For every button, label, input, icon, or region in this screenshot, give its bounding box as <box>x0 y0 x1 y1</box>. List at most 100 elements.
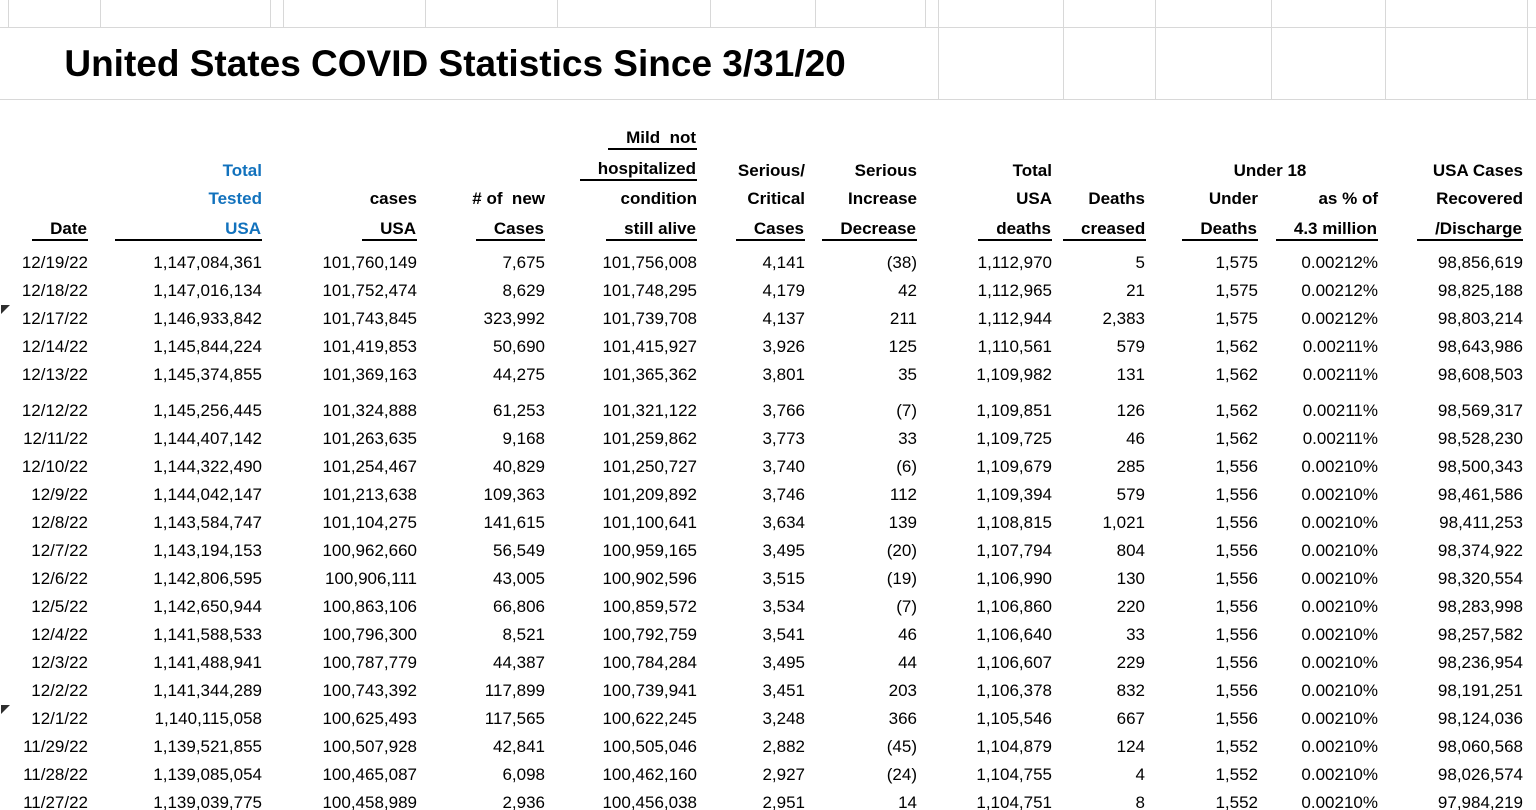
cell-serious-change[interactable]: 139 <box>888 512 917 532</box>
cell-tested[interactable]: 1,145,256,445 <box>153 400 262 420</box>
cell-deaths-change[interactable]: 131 <box>1116 364 1145 384</box>
cell-under18-pct[interactable]: 0.00210% <box>1301 456 1378 476</box>
cell-serious[interactable]: 2,927 <box>762 764 805 784</box>
header-serious-change-2[interactable]: Increase <box>848 188 917 208</box>
cell-tested[interactable]: 1,140,115,058 <box>154 708 262 728</box>
cell-cases[interactable]: 101,752,474 <box>322 280 417 300</box>
cell-tested[interactable]: 1,144,042,147 <box>153 484 262 504</box>
cell-mild[interactable]: 101,259,862 <box>602 428 697 448</box>
cell-serious-change[interactable]: 42 <box>898 280 917 300</box>
cell-cases[interactable]: 100,962,660 <box>322 540 417 560</box>
cell-deaths-change[interactable]: 804 <box>1116 540 1145 560</box>
cell-deaths[interactable]: 1,106,990 <box>976 568 1052 588</box>
cell-tested[interactable]: 1,144,322,490 <box>153 456 262 476</box>
cell-under18-pct[interactable]: 0.00210% <box>1301 708 1378 728</box>
cell-deaths[interactable]: 1,108,815 <box>976 512 1052 532</box>
header-recovered-1[interactable]: USA Cases <box>1432 160 1523 180</box>
header-mild-line3[interactable]: condition <box>620 188 697 208</box>
cell-under18-pct[interactable]: 0.00212% <box>1301 252 1378 272</box>
cell-deaths[interactable]: 1,109,679 <box>976 456 1052 476</box>
cell-serious[interactable]: 3,766 <box>762 400 805 420</box>
cell-recovered[interactable]: 98,236,954 <box>1437 652 1523 672</box>
cell-new-cases[interactable]: 6,098 <box>502 764 545 784</box>
cell-deaths-change[interactable]: 33 <box>1126 624 1145 644</box>
cell-cases[interactable]: 100,743,392 <box>322 680 417 700</box>
cell-mild[interactable]: 100,792,759 <box>602 624 697 644</box>
cell-under18-pct[interactable]: 0.00212% <box>1301 308 1378 328</box>
cell-under18-pct[interactable]: 0.00211% <box>1302 336 1378 356</box>
header-serious-2[interactable]: Critical <box>747 188 805 208</box>
cell-deaths[interactable]: 1,106,640 <box>976 624 1052 644</box>
cell-new-cases[interactable]: 8,629 <box>502 280 545 300</box>
cell-date[interactable]: 12/12/22 <box>21 400 88 420</box>
cell-cases[interactable]: 101,263,635 <box>322 428 417 448</box>
cell-tested[interactable]: 1,139,039,775 <box>153 792 262 810</box>
cell-mild[interactable]: 101,321,122 <box>602 400 697 420</box>
cell-date[interactable]: 12/6/22 <box>31 568 88 588</box>
header-total-tested-1[interactable]: Total <box>222 160 262 180</box>
cell-under18-pct[interactable]: 0.00211% <box>1302 364 1378 384</box>
cell-recovered[interactable]: 98,283,998 <box>1437 596 1523 616</box>
cell-new-cases[interactable]: 323,992 <box>483 308 545 328</box>
cell-cases[interactable]: 101,104,275 <box>322 512 417 532</box>
cell-deaths-change[interactable]: 8 <box>1135 792 1145 810</box>
cell-serious-change[interactable]: 46 <box>898 624 917 644</box>
cell-recovered[interactable]: 98,026,574 <box>1437 764 1523 784</box>
cell-serious-change[interactable]: (19) <box>886 568 917 588</box>
cell-tested[interactable]: 1,143,584,747 <box>153 512 262 532</box>
header-deaths-change-1[interactable]: Deaths <box>1088 188 1145 208</box>
cell-mild[interactable]: 101,209,892 <box>602 484 697 504</box>
cell-serious[interactable]: 3,451 <box>762 680 805 700</box>
cell-new-cases[interactable]: 40,829 <box>493 456 545 476</box>
cell-mild[interactable]: 100,456,038 <box>602 792 697 810</box>
cell-new-cases[interactable]: 43,005 <box>493 568 545 588</box>
cell-serious-change[interactable]: 44 <box>898 652 917 672</box>
cell-recovered[interactable]: 97,984,219 <box>1437 792 1523 810</box>
cell-cases[interactable]: 101,760,149 <box>322 252 417 272</box>
cell-deaths[interactable]: 1,112,944 <box>977 308 1052 328</box>
cell-date[interactable]: 12/3/22 <box>31 652 88 672</box>
header-cases-1[interactable]: cases <box>369 188 417 208</box>
cell-new-cases[interactable]: 7,675 <box>502 252 545 272</box>
cell-cases[interactable]: 100,465,087 <box>322 764 417 784</box>
cell-serious[interactable]: 3,746 <box>762 484 805 504</box>
cell-deaths[interactable]: 1,106,607 <box>976 652 1052 672</box>
cell-mild[interactable]: 101,365,362 <box>602 364 697 384</box>
cell-recovered[interactable]: 98,500,343 <box>1437 456 1523 476</box>
cell-under18-deaths[interactable]: 1,556 <box>1215 596 1258 616</box>
cell-under18-pct[interactable]: 0.00211% <box>1302 428 1378 448</box>
header-recovered-2[interactable]: Recovered <box>1436 188 1523 208</box>
cell-deaths[interactable]: 1,109,725 <box>976 428 1052 448</box>
cell-under18-deaths[interactable]: 1,562 <box>1215 428 1258 448</box>
cell-serious-change[interactable]: 14 <box>898 792 917 810</box>
cell-cases[interactable]: 101,324,888 <box>322 400 417 420</box>
cell-tested[interactable]: 1,139,521,855 <box>153 736 262 756</box>
cell-deaths[interactable]: 1,104,755 <box>976 764 1052 784</box>
cell-under18-pct[interactable]: 0.00210% <box>1301 792 1378 810</box>
cell-serious-change[interactable]: 125 <box>888 336 917 356</box>
cell-serious[interactable]: 3,926 <box>762 336 805 356</box>
cell-cases[interactable]: 100,906,111 <box>324 568 417 588</box>
cell-recovered[interactable]: 98,374,922 <box>1437 540 1523 560</box>
cell-serious[interactable]: 2,882 <box>762 736 805 756</box>
cell-tested[interactable]: 1,139,085,054 <box>153 764 262 784</box>
cell-deaths-change[interactable]: 229 <box>1116 652 1145 672</box>
header-mild-line1[interactable]: Mild not <box>557 122 710 156</box>
cell-under18-pct[interactable]: 0.00210% <box>1301 568 1378 588</box>
cell-new-cases[interactable]: 56,549 <box>493 540 545 560</box>
cell-cases[interactable]: 101,254,467 <box>322 456 417 476</box>
cell-under18-pct[interactable]: 0.00210% <box>1301 596 1378 616</box>
cell-mild[interactable]: 101,756,008 <box>602 252 697 272</box>
cell-date[interactable]: 12/17/22 <box>1 304 100 332</box>
cell-date[interactable]: 12/10/22 <box>21 456 88 476</box>
cell-deaths-change[interactable]: 1,021 <box>1102 512 1145 532</box>
cell-under18-pct[interactable]: 0.00212% <box>1301 280 1378 300</box>
cell-under18-deaths[interactable]: 1,562 <box>1215 336 1258 356</box>
cell-mild[interactable]: 100,505,046 <box>602 736 697 756</box>
cell-tested[interactable]: 1,147,016,134 <box>153 280 262 300</box>
cell-date[interactable]: 11/29/22 <box>23 736 88 756</box>
header-cases-2[interactable]: USA <box>283 212 425 248</box>
cell-date[interactable]: 12/2/22 <box>31 680 88 700</box>
cell-cases[interactable]: 100,625,493 <box>322 708 417 728</box>
cell-serious[interactable]: 3,634 <box>762 512 805 532</box>
